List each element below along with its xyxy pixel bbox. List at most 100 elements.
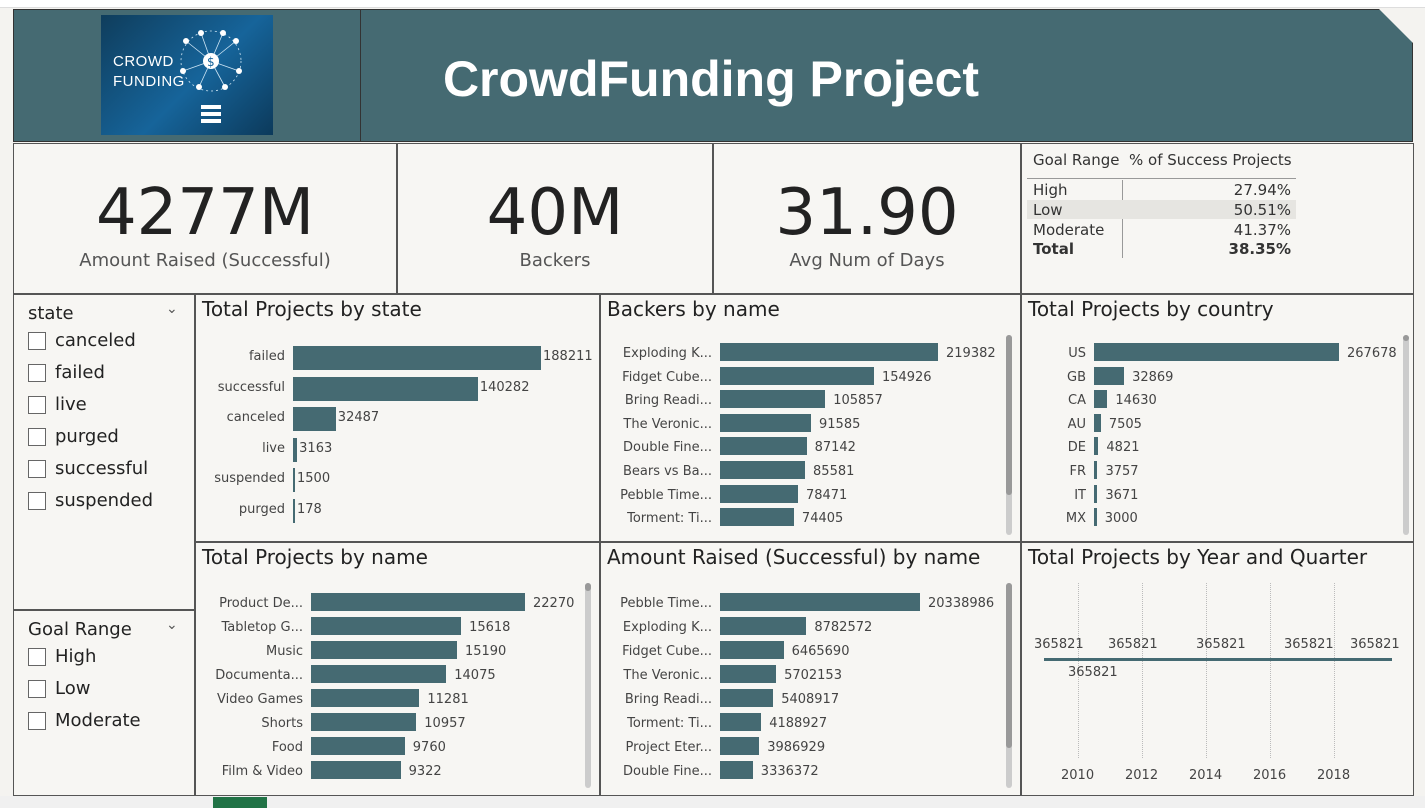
bar[interactable]: [311, 617, 462, 635]
bar[interactable]: [1094, 366, 1125, 385]
goal-range-table-panel[interactable]: Goal Range % of Success Projects High 27…: [1021, 143, 1414, 294]
bar[interactable]: [1094, 437, 1099, 456]
state-slicer[interactable]: state ⌄ canceled failed live purged succ…: [13, 294, 195, 610]
state-option-label[interactable]: purged: [55, 426, 119, 447]
bar[interactable]: [720, 593, 920, 611]
bar[interactable]: [720, 737, 760, 755]
bar-category-label: Bring Readi...: [624, 692, 712, 707]
bar[interactable]: [293, 376, 478, 401]
scrollbar[interactable]: [1403, 335, 1409, 535]
bar-category-label: IT: [1074, 487, 1086, 503]
goal-range-slicer[interactable]: Goal Range ⌄ High Low Moderate: [13, 610, 195, 796]
state-option-label[interactable]: live: [55, 394, 87, 415]
bar[interactable]: [720, 437, 807, 456]
bar-value-label: 14630: [1115, 393, 1157, 409]
scrollbar-thumb[interactable]: [585, 583, 591, 591]
bar-value-label: 11281: [427, 692, 469, 707]
bar[interactable]: [293, 468, 295, 493]
goal-checkbox[interactable]: [28, 712, 46, 730]
kpi-amount-raised-card[interactable]: 4277M Amount Raised (Successful): [13, 143, 397, 294]
state-option-label[interactable]: canceled: [55, 330, 136, 351]
bar[interactable]: [311, 593, 525, 611]
chart-projects-by-year-quarter[interactable]: Total Projects by Year and Quarter 2010 2…: [1021, 542, 1414, 796]
bar[interactable]: [720, 484, 798, 503]
bar[interactable]: [1094, 343, 1339, 361]
chart-projects-by-name[interactable]: Total Projects by name Product De... 2227…: [195, 542, 600, 796]
bar[interactable]: [720, 761, 753, 779]
bar[interactable]: [311, 737, 405, 755]
chevron-down-icon[interactable]: ⌄: [166, 301, 178, 317]
state-checkbox[interactable]: [28, 364, 46, 382]
goal-table-header-pct: % of Success Projects: [1129, 151, 1292, 169]
bar[interactable]: [293, 437, 298, 462]
state-checkbox[interactable]: [28, 460, 46, 478]
goal-checkbox[interactable]: [28, 680, 46, 698]
active-page-tab[interactable]: [213, 797, 267, 808]
goal-option-label[interactable]: Moderate: [55, 710, 141, 731]
bar[interactable]: [720, 617, 807, 635]
kpi-backers-card[interactable]: 40M Backers: [397, 143, 713, 294]
chart-amount-raised-by-name[interactable]: Amount Raised (Successful) by name Pebbl…: [600, 542, 1021, 796]
bar[interactable]: [720, 413, 811, 432]
bar-value-label: 7505: [1108, 416, 1142, 432]
scrollbar[interactable]: [585, 583, 591, 788]
scrollbar-thumb[interactable]: [1006, 583, 1012, 748]
bar-value-label: 32869: [1132, 369, 1174, 385]
state-checkbox[interactable]: [28, 492, 46, 510]
state-checkbox[interactable]: [28, 332, 46, 350]
bar[interactable]: [311, 665, 447, 683]
logo-text-line2: FUNDING: [113, 73, 185, 90]
state-option-label[interactable]: failed: [55, 362, 105, 383]
bar[interactable]: [720, 713, 762, 731]
state-checkbox[interactable]: [28, 396, 46, 414]
bar[interactable]: [311, 689, 420, 707]
series-line[interactable]: [1044, 658, 1392, 661]
bar[interactable]: [293, 346, 541, 370]
bar[interactable]: [720, 665, 777, 683]
bar[interactable]: [1094, 390, 1108, 409]
bar-category-label: purged: [238, 502, 285, 517]
bar-category-label: Film & Video: [221, 764, 303, 779]
scrollbar-thumb[interactable]: [1403, 335, 1409, 341]
bar[interactable]: [720, 390, 826, 409]
bar[interactable]: [311, 713, 417, 731]
bar-category-label: Exploding K...: [622, 346, 712, 361]
bar-category-label: Video Games: [216, 692, 303, 707]
bar[interactable]: [720, 508, 794, 527]
state-option-label[interactable]: successful: [55, 458, 149, 479]
bar[interactable]: [720, 461, 806, 479]
chart-title: Total Projects by Year and Quarter: [1028, 545, 1368, 569]
x-axis-tick-label: 2016: [1253, 768, 1287, 783]
chart-projects-by-state[interactable]: Total Projects by state failed 188211 succ…: [195, 294, 600, 542]
bar[interactable]: [1094, 461, 1098, 479]
bar[interactable]: [720, 366, 874, 385]
state-option-label[interactable]: suspended: [55, 490, 153, 511]
scrollbar-thumb[interactable]: [1006, 335, 1012, 495]
goal-option-label[interactable]: Low: [55, 678, 91, 699]
chevron-down-icon[interactable]: ⌄: [166, 617, 178, 633]
bar-category-label: CA: [1068, 393, 1086, 409]
bar[interactable]: [311, 641, 457, 659]
goal-checkbox[interactable]: [28, 648, 46, 666]
bar[interactable]: [1094, 413, 1101, 432]
bar[interactable]: [720, 641, 784, 659]
bar-value-label: 91585: [819, 416, 861, 432]
chart-backers-by-name[interactable]: Backers by name Exploding K... 219382 Fidg…: [600, 294, 1021, 542]
bar[interactable]: [311, 761, 401, 779]
logo-text-line1: CROWD: [113, 53, 174, 70]
bar-category-label: failed: [248, 349, 285, 364]
state-checkbox[interactable]: [28, 428, 46, 446]
goal-option-label[interactable]: High: [55, 646, 97, 667]
chart-title: Total Projects by state: [202, 297, 422, 321]
bar[interactable]: [1094, 484, 1098, 503]
chart-projects-by-country[interactable]: Total Projects by country US 267678 GB 3286…: [1021, 294, 1414, 542]
bar-category-label: Shorts: [261, 716, 303, 731]
data-point-label: 365821: [1108, 637, 1158, 652]
bar[interactable]: [720, 689, 774, 707]
bar[interactable]: [720, 343, 938, 361]
bar-value-label: 32487: [337, 410, 380, 426]
bar[interactable]: [1094, 508, 1097, 527]
bar[interactable]: [293, 499, 295, 523]
kpi-avg-days-card[interactable]: 31.90 Avg Num of Days: [713, 143, 1021, 294]
bar[interactable]: [293, 407, 336, 432]
